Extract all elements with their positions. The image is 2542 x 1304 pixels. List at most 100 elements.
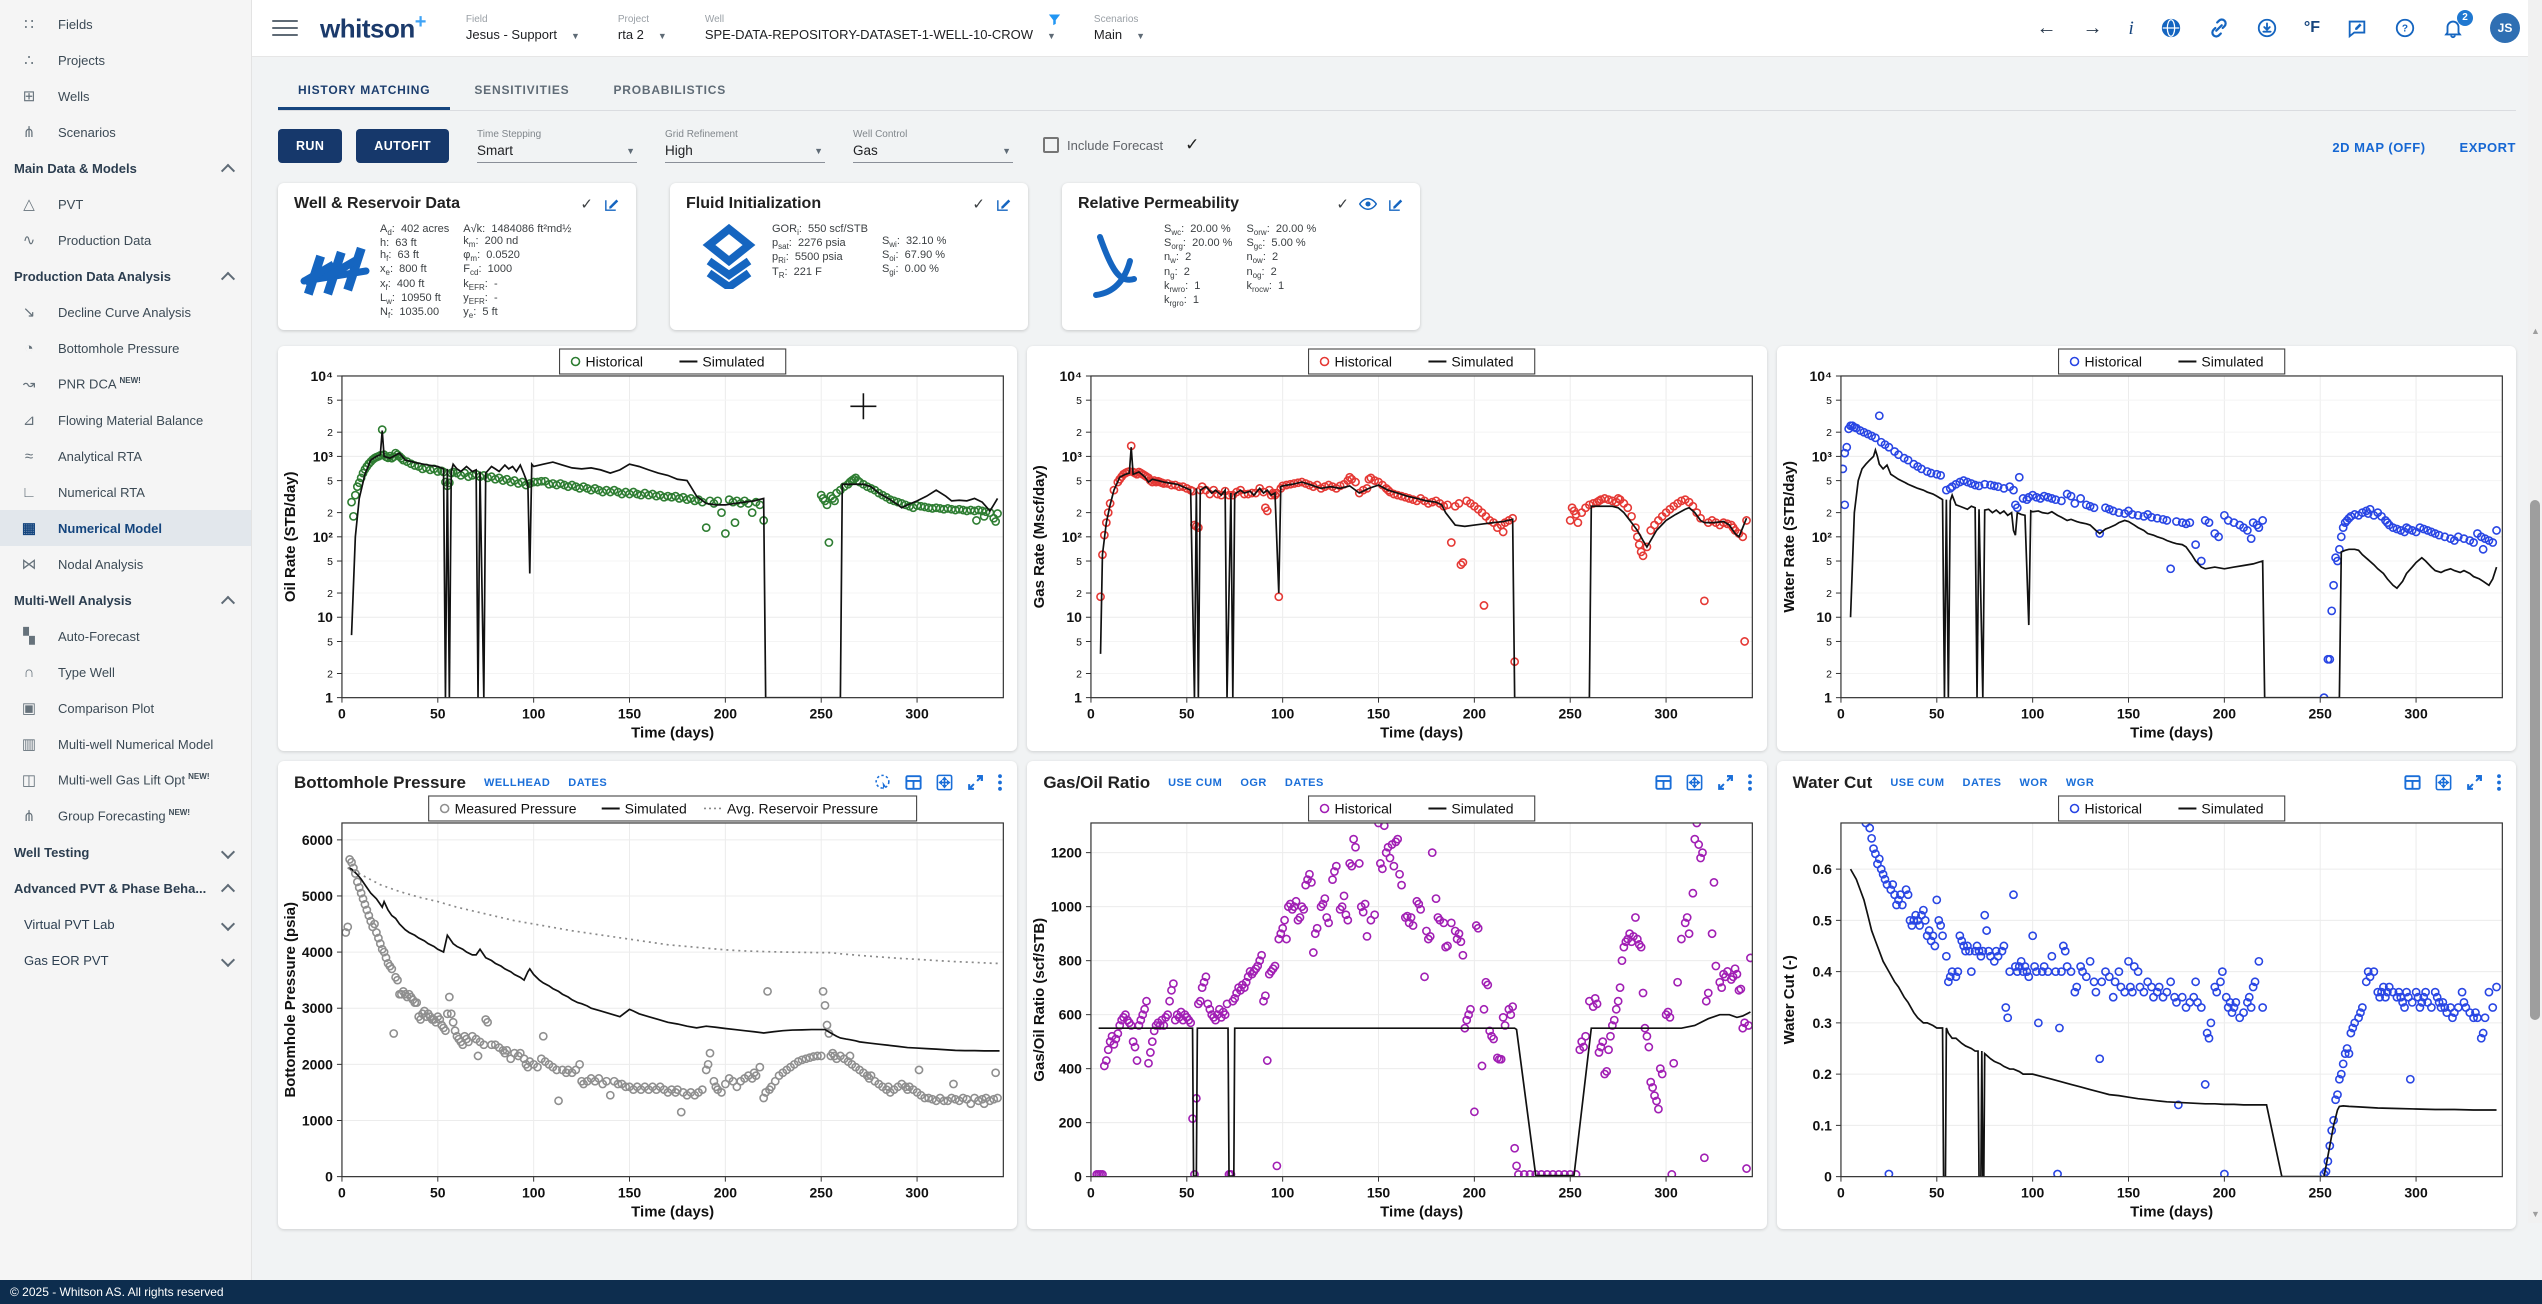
back-arrow-icon[interactable]: ←: [2037, 18, 2057, 38]
table-icon[interactable]: [904, 773, 923, 792]
scroll-down-arrow-icon[interactable]: ▼: [2531, 1209, 2540, 1219]
edit-icon[interactable]: [1387, 196, 1404, 213]
table-icon[interactable]: [2403, 773, 2422, 792]
chart-gas-rate-mscf-day-[interactable]: 050100150200250300Time (days)125102510²2…: [1027, 346, 1766, 746]
panel-link-use-cum[interactable]: USE CUM: [1168, 777, 1222, 789]
chart-bottomhole-pressure-psia-[interactable]: 050100150200250300Time (days)01000200030…: [278, 793, 1017, 1225]
sidebar-item-scenarios[interactable]: ⋔Scenarios: [0, 114, 251, 150]
sidebar-section-advanced-pvt-phase-beha-[interactable]: Advanced PVT & Phase Beha...: [0, 870, 251, 906]
panel-link-dates[interactable]: DATES: [1285, 777, 1324, 789]
sidebar-item-virtual-pvt-lab[interactable]: Virtual PVT Lab: [0, 906, 251, 942]
sidebar-item-comparison-plot[interactable]: ▣Comparison Plot: [0, 690, 251, 726]
sidebar-item-nodal-analysis[interactable]: ⋈Nodal Analysis: [0, 546, 251, 582]
sidebar-item-fields[interactable]: ∷Fields: [0, 6, 251, 42]
sidebar-item-pnr-dca[interactable]: ↝PNR DCANEW!: [0, 366, 251, 402]
help-icon[interactable]: ?: [2394, 17, 2416, 39]
project-selector[interactable]: Project rta 2▼: [618, 14, 667, 42]
sidebar-item-decline-curve-analysis[interactable]: ↘Decline Curve Analysis: [0, 294, 251, 330]
panel-link-dates[interactable]: DATES: [1963, 777, 2002, 789]
sidebar-item-numerical-rta[interactable]: ∟Numerical RTA: [0, 474, 251, 510]
chart-oil-rate-stb-day-[interactable]: 050100150200250300Time (days)125102510²2…: [278, 346, 1017, 746]
grid-refinement-select[interactable]: Grid Refinement High▼: [665, 129, 825, 163]
lasso-select-icon[interactable]: [873, 773, 892, 792]
sidebar-section-main-data-models[interactable]: Main Data & Models: [0, 150, 251, 186]
pan-icon[interactable]: [935, 773, 954, 792]
tab-history-matching[interactable]: HISTORY MATCHING: [278, 71, 450, 110]
scrollbar-thumb[interactable]: [2530, 500, 2540, 1020]
fullscreen-icon[interactable]: [2465, 773, 2484, 792]
svg-text:200: 200: [714, 1184, 738, 1200]
sidebar-item-multi-well-numerical-model[interactable]: ▥Multi-well Numerical Model: [0, 726, 251, 762]
forward-arrow-icon[interactable]: →: [2083, 18, 2103, 38]
sidebar-item-group-forecasting[interactable]: ⋔Group ForecastingNEW!: [0, 798, 251, 834]
autofit-button[interactable]: AUTOFIT: [356, 129, 449, 163]
chart-gas-oil-ratio-scf-stb-[interactable]: 050100150200250300Time (days)02004006008…: [1027, 793, 1766, 1225]
info-icon[interactable]: i: [2129, 19, 2134, 38]
download-icon[interactable]: [2256, 17, 2278, 39]
edit-icon[interactable]: [603, 196, 620, 213]
field-selector[interactable]: Field Jesus - Support▼: [466, 14, 580, 42]
scroll-up-arrow-icon[interactable]: ▲: [2531, 326, 2540, 336]
pan-icon[interactable]: [2434, 773, 2453, 792]
kebab-icon[interactable]: [997, 773, 1003, 792]
sidebar-item-bottomhole-pressure[interactable]: ◔Bottomhole Pressure: [0, 330, 251, 366]
notifications-bell-icon[interactable]: 2: [2442, 17, 2464, 39]
app-logo[interactable]: whitson+: [320, 11, 426, 45]
pan-icon[interactable]: [1685, 773, 1704, 792]
sidebar-item-analytical-rta[interactable]: ≈Analytical RTA: [0, 438, 251, 474]
kebab-icon[interactable]: [2496, 773, 2502, 792]
panel-link-wgr[interactable]: WGR: [2066, 777, 2094, 789]
temperature-unit-toggle[interactable]: °F: [2304, 20, 2320, 36]
edit-icon[interactable]: [995, 196, 1012, 213]
sidebar-item-multi-well-gas-lift-opt[interactable]: ◫Multi-well Gas Lift OptNEW!: [0, 762, 251, 798]
link-icon[interactable]: [2208, 17, 2230, 39]
tab-probabilistics[interactable]: PROBABILISTICS: [593, 71, 746, 110]
feedback-icon[interactable]: [2346, 17, 2368, 39]
panel-link-use-cum[interactable]: USE CUM: [1890, 777, 1944, 789]
svg-text:Time (days): Time (days): [631, 1203, 714, 1220]
panel-link-wor[interactable]: WOR: [2020, 777, 2048, 789]
svg-text:3000: 3000: [302, 1000, 333, 1016]
globe-icon[interactable]: [2160, 17, 2182, 39]
sidebar-item-type-well[interactable]: ∩Type Well: [0, 654, 251, 690]
avatar[interactable]: JS: [2490, 13, 2520, 43]
scenario-selector[interactable]: Scenarios Main▼: [1094, 14, 1145, 42]
sidebar-section-well-testing[interactable]: Well Testing: [0, 834, 251, 870]
sidebar-section-production-data-analysis[interactable]: Production Data Analysis: [0, 258, 251, 294]
sidebar-item-wells[interactable]: ⊞Wells: [0, 78, 251, 114]
fullscreen-icon[interactable]: [966, 773, 985, 792]
panel-link-wellhead[interactable]: WELLHEAD: [484, 777, 550, 789]
fullscreen-icon[interactable]: [1716, 773, 1735, 792]
run-button[interactable]: RUN: [278, 129, 342, 163]
tab-sensitivities[interactable]: SENSITIVITIES: [454, 71, 589, 110]
kebab-icon[interactable]: [1747, 773, 1753, 792]
vertical-scrollbar[interactable]: ▲ ▼: [2528, 0, 2542, 1223]
chart-water-cut-[interactable]: 050100150200250300Time (days)00.10.20.30…: [1777, 793, 2516, 1225]
sidebar-item-numerical-model[interactable]: ▦Numerical Model: [0, 510, 251, 546]
chart-water-rate-stb-day-[interactable]: 050100150200250300Time (days)125102510²2…: [1777, 346, 2516, 746]
sidebar-item-projects[interactable]: ∴Projects: [0, 42, 251, 78]
sidebar-item-auto-forecast[interactable]: ▚Auto-Forecast: [0, 618, 251, 654]
well-selector[interactable]: Well SPE-DATA-REPOSITORY-DATASET-1-WELL-…: [705, 14, 1056, 42]
sidebar-section-multi-well-analysis[interactable]: Multi-Well Analysis: [0, 582, 251, 618]
panel-link-ogr[interactable]: OGR: [1240, 777, 1267, 789]
time-stepping-select[interactable]: Time Stepping Smart▼: [477, 129, 637, 163]
include-forecast-checkbox[interactable]: [1043, 137, 1059, 153]
export-link[interactable]: EXPORT: [2460, 140, 2516, 155]
well-control-select[interactable]: Well Control Gas▼: [853, 129, 1013, 163]
svg-text:0.3: 0.3: [1812, 1015, 1832, 1031]
sidebar-item-production-data[interactable]: ∿Production Data: [0, 222, 251, 258]
hamburger-menu-icon[interactable]: [272, 15, 298, 41]
sidebar-item-flowing-material-balance[interactable]: ⊿Flowing Material Balance: [0, 402, 251, 438]
filter-funnel-icon[interactable]: [1047, 12, 1062, 32]
eye-icon[interactable]: [1359, 197, 1377, 211]
sidebar-item-pvt[interactable]: △PVT: [0, 186, 251, 222]
svg-text:0: 0: [1837, 706, 1845, 722]
table-icon[interactable]: [1654, 773, 1673, 792]
panel-link-dates[interactable]: DATES: [568, 777, 607, 789]
2d-map-toggle-link[interactable]: 2D MAP (OFF): [2332, 140, 2425, 155]
svg-text:Simulated: Simulated: [625, 800, 687, 816]
sidebar-item-gas-eor-pvt[interactable]: Gas EOR PVT: [0, 942, 251, 978]
svg-text:2: 2: [327, 589, 333, 600]
svg-text:100: 100: [2021, 706, 2045, 722]
